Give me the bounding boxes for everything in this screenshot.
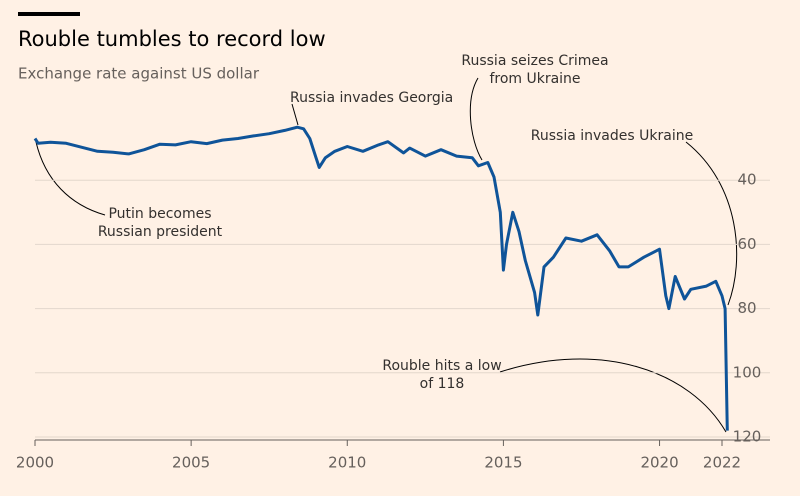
y-tick-label: 80	[737, 299, 756, 317]
leader-line	[291, 103, 299, 126]
annotation: from Ukraine	[489, 71, 580, 87]
leader-line	[469, 77, 483, 161]
leaders	[35, 77, 738, 433]
annotation: Russia seizes Crimea	[461, 53, 608, 69]
annotation: Russia invades Georgia	[290, 90, 453, 106]
x-tick-label: 2022	[703, 454, 741, 472]
leader-line	[685, 141, 738, 306]
x-tick-label: 2010	[328, 454, 366, 472]
annotation: Putin becomes	[108, 206, 211, 222]
annotation: Russia invades Ukraine	[531, 128, 693, 144]
x-tick-label: 2005	[172, 454, 210, 472]
annotation: Rouble hits a low	[382, 358, 501, 374]
x-tick-label: 2020	[640, 454, 678, 472]
annotation: Russian president	[98, 224, 223, 240]
y-tick-label: 120	[733, 428, 762, 446]
chart-subtitle: Exchange rate against US dollar	[18, 65, 260, 83]
x-tick-label: 2000	[16, 454, 54, 472]
annotation: of 118	[420, 376, 465, 392]
title-bar	[18, 12, 80, 16]
y-tick-label: 100	[733, 363, 762, 381]
leader-line	[35, 141, 106, 216]
y-tick-label: 60	[737, 235, 756, 253]
x-tick-label: 2015	[484, 454, 522, 472]
chart-title: Rouble tumbles to record low	[18, 27, 326, 51]
leader-line	[499, 358, 727, 433]
y-tick-label: 40	[737, 171, 756, 189]
series-line	[33, 125, 729, 431]
